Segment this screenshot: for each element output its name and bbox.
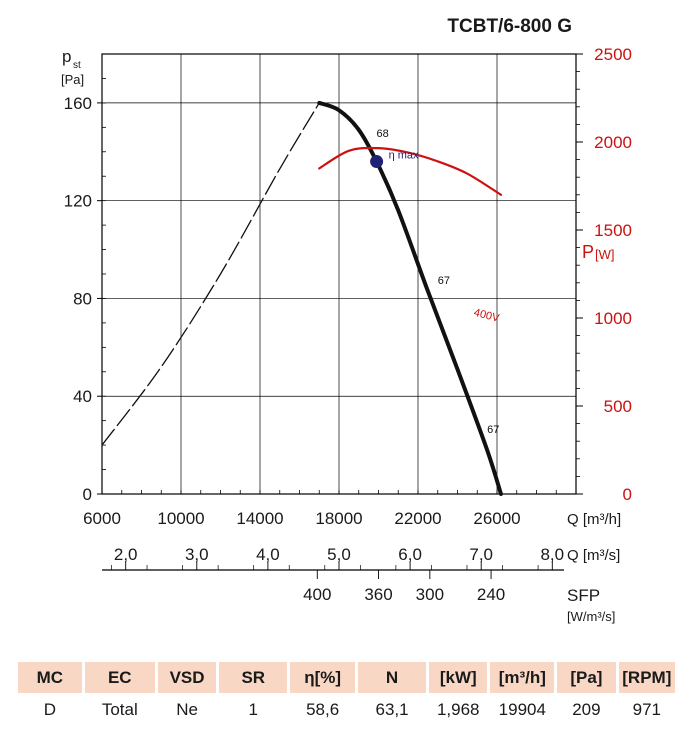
- y-right-unit: [W]: [595, 247, 615, 262]
- header-mc: MC: [18, 662, 82, 693]
- curve-annotation: 67: [438, 275, 450, 287]
- eta-max-marker: [370, 155, 384, 169]
- chart-title: TCBT/6-800 G: [447, 16, 572, 37]
- sfp-tick-label: 240: [477, 585, 505, 604]
- curve-annotation: 67: [487, 424, 499, 436]
- table-header-row: MC EC VSD SR η[%] N [kW] [m³/h] [Pa] [RP…: [18, 662, 675, 693]
- cell-mc: D: [43, 700, 56, 719]
- y-tick-label: 160: [64, 94, 92, 113]
- curve-annotation: 68: [377, 128, 389, 140]
- y-tick-label: 120: [64, 192, 92, 211]
- x-secondary-tick-label: 5,0: [327, 545, 351, 564]
- y-axis-subscript: st: [73, 60, 81, 71]
- header-power: [kW]: [429, 662, 488, 693]
- header-pressure: [Pa]: [557, 662, 616, 693]
- header-ec: EC: [84, 662, 155, 693]
- fan-curve-chart: TCBT/6-800 G 0 40 80 120 160 p st[Pa] 0 500 1000 1…: [61, 16, 632, 624]
- series-line-400v: [318, 146, 503, 196]
- y-right-title: P: [582, 242, 594, 262]
- y-tick-label: 0: [83, 485, 92, 504]
- sfp-tick-label: 400: [303, 585, 331, 604]
- y-right-tick-label: 1000: [594, 309, 632, 328]
- x-secondary-tick-label: 3,0: [185, 545, 209, 564]
- y-right-tick-label: 2500: [594, 45, 632, 64]
- performance-table: MC EC VSD SR η[%] N [kW] [m³/h] [Pa] [RP…: [15, 662, 678, 727]
- x-tick-label: 10000: [157, 509, 204, 528]
- y-axis-unit: [Pa]: [61, 72, 84, 87]
- x-secondary-tick-label: 7,0: [469, 545, 493, 564]
- x-tick-label: 26000: [473, 509, 520, 528]
- header-n: N: [358, 662, 427, 693]
- sfp-title: SFP: [567, 586, 600, 605]
- x-secondary-tick-label: 6,0: [398, 545, 422, 564]
- y-tick-label: 40: [73, 387, 92, 406]
- header-airflow: [m³/h]: [490, 662, 555, 693]
- eta-max-label: η max: [389, 150, 419, 162]
- cell-airflow: 19904: [498, 700, 546, 719]
- x-tick-label: 14000: [236, 509, 283, 528]
- x-tick-label: 18000: [315, 509, 362, 528]
- grid: [102, 54, 576, 494]
- axes: [97, 53, 583, 579]
- cell-rpm: 971: [632, 700, 661, 719]
- cell-pressure: 209: [572, 700, 601, 719]
- cell-n: 63,1: [375, 700, 409, 719]
- x-secondary-tick-label: 4,0: [256, 545, 280, 564]
- x-tick-label: 22000: [394, 509, 441, 528]
- cell-vsd: Ne: [176, 700, 198, 719]
- y-right-tick-label: 1500: [594, 221, 632, 240]
- cell-sr: 1: [248, 700, 258, 719]
- sfp-tick-label: 360: [364, 585, 392, 604]
- y-right-tick-label: 2000: [594, 133, 632, 152]
- series-line-pressure-unstable: [101, 102, 320, 446]
- y-axis-title: p: [62, 47, 71, 66]
- x-axis-title: Q [m³/h]: [567, 511, 621, 528]
- y-right-tick-label: 0: [623, 485, 632, 504]
- header-sr: SR: [219, 662, 288, 693]
- x-secondary-title: Q [m³/s]: [567, 547, 620, 564]
- y-right-tick-label: 500: [604, 397, 632, 416]
- y-tick-label: 80: [73, 289, 92, 308]
- cell-efficiency: 58,6: [306, 700, 340, 719]
- table-row: D Total Ne 1 58,6 63,1 1,968 19904 209 9…: [18, 693, 675, 727]
- series-layer: [101, 100, 503, 496]
- header-vsd: VSD: [157, 662, 217, 693]
- header-efficiency: η[%]: [290, 662, 356, 693]
- sfp-unit: [W/m³/s]: [567, 609, 615, 624]
- x-tick-label: 6000: [83, 509, 121, 528]
- series-line-pressure: [317, 100, 503, 496]
- x-secondary-tick-label: 2,0: [114, 545, 138, 564]
- cell-power: 1,968: [436, 700, 480, 719]
- cell-ec: Total: [101, 700, 138, 719]
- x-secondary-tick-label: 8,0: [540, 545, 564, 564]
- sfp-tick-label: 300: [416, 585, 444, 604]
- header-rpm: [RPM]: [618, 662, 675, 693]
